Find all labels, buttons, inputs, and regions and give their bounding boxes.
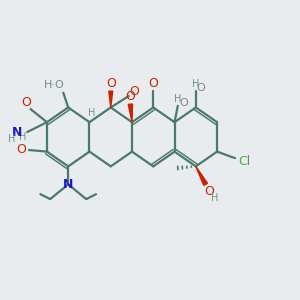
Text: H: H <box>174 94 182 103</box>
Text: Cl: Cl <box>238 155 250 168</box>
Text: N: N <box>63 178 74 191</box>
Polygon shape <box>128 104 133 122</box>
Text: H: H <box>88 108 95 118</box>
Text: H·O: H·O <box>44 80 65 90</box>
Text: H: H <box>8 134 15 143</box>
Polygon shape <box>196 167 208 185</box>
Polygon shape <box>109 91 113 107</box>
Text: H: H <box>211 194 218 203</box>
Text: O: O <box>179 98 188 108</box>
Text: O: O <box>196 83 205 94</box>
Text: O: O <box>129 85 139 98</box>
Text: O: O <box>106 77 116 90</box>
Text: O: O <box>148 77 158 90</box>
Text: H: H <box>19 132 26 142</box>
Text: O: O <box>205 185 214 198</box>
Text: O: O <box>125 90 135 103</box>
Text: H: H <box>192 79 200 89</box>
Text: N: N <box>12 125 22 139</box>
Text: O: O <box>16 142 26 155</box>
Text: O: O <box>22 96 32 109</box>
